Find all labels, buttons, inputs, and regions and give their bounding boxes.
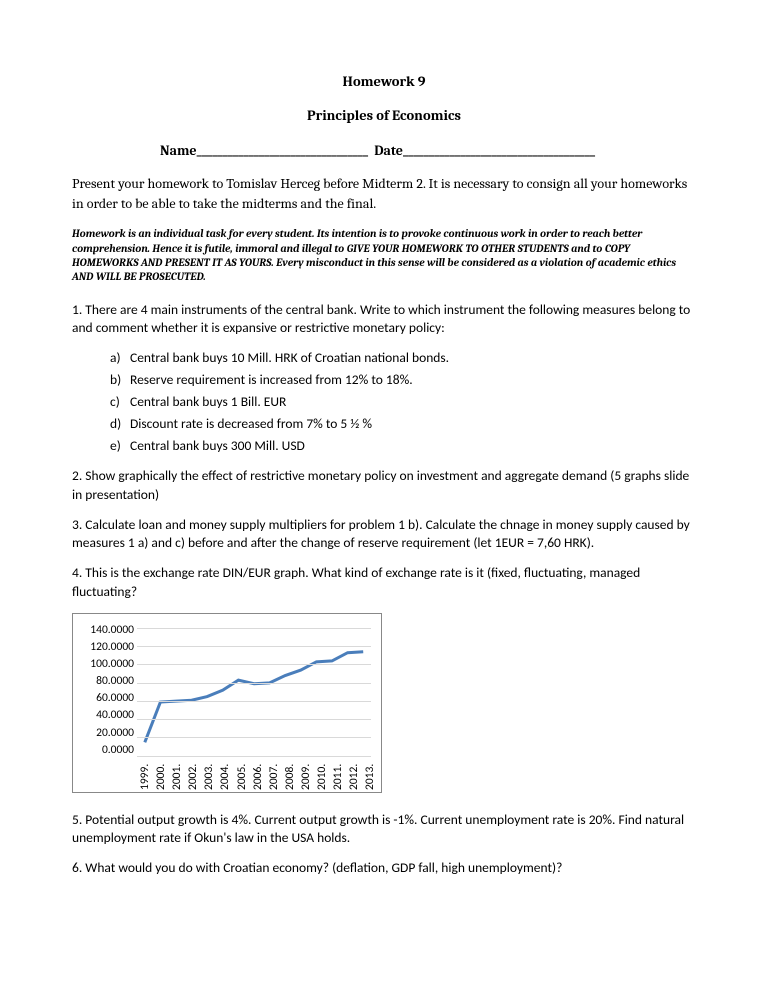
name-label: Name	[160, 142, 197, 159]
list-item: b)Reserve requirement is increased from …	[110, 371, 696, 390]
list-item: c)Central bank buys 1 Bill. EUR	[110, 393, 696, 412]
list-item: e)Central bank buys 300 Mill. USD	[110, 437, 696, 456]
question-5: 5. Potential output growth is 4%. Curren…	[72, 811, 696, 847]
intro-paragraph: Present your homework to Tomislav Herceg…	[72, 174, 696, 213]
question-2: 2. Show graphically the effect of restri…	[72, 467, 696, 503]
date-label: Date	[374, 142, 403, 159]
exchange-rate-chart: 140.0000120.0000100.000080.000060.000040…	[72, 613, 382, 793]
name-blank: _________________________________	[197, 142, 368, 159]
question-1-list: a)Central bank buys 10 Mill. HRK of Croa…	[72, 349, 696, 455]
page-subtitle: Principles of Economics	[72, 106, 696, 126]
chart-y-axis: 140.0000120.0000100.000080.000060.000040…	[79, 622, 134, 758]
date-blank: _____________________________________	[403, 142, 595, 159]
list-item: a)Central bank buys 10 Mill. HRK of Croa…	[110, 349, 696, 368]
name-date-row: Name_________________________________ Da…	[72, 141, 696, 161]
question-6: 6. What would you do with Croatian econo…	[72, 859, 696, 877]
chart-plot-area	[137, 628, 371, 756]
question-4: 4. This is the exchange rate DIN/EUR gra…	[72, 564, 696, 600]
disclaimer-paragraph: Homework is an individual task for every…	[72, 227, 696, 284]
page-title: Homework 9	[72, 72, 696, 92]
question-3: 3. Calculate loan and money supply multi…	[72, 516, 696, 552]
list-item: d)Discount rate is decreased from 7% to …	[110, 415, 696, 434]
chart-x-axis: 1999.2000.2001.2002.2003.2004.2005.2006.…	[137, 758, 371, 790]
question-1: 1. There are 4 main instruments of the c…	[72, 301, 696, 337]
